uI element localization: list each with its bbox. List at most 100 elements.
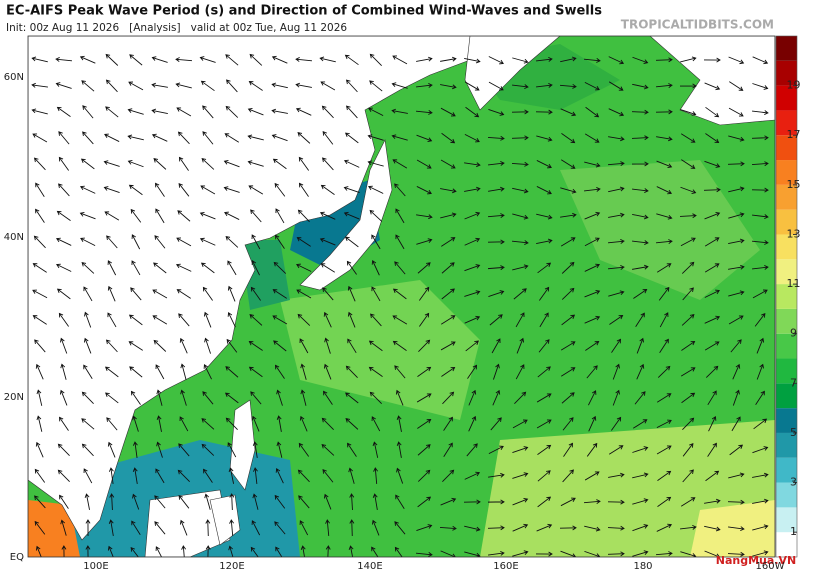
wave-arrow [562,469,574,483]
wave-arrow [127,160,144,168]
wave-arrow [681,261,695,274]
lat-label: 40N [4,232,24,243]
wave-arrow [179,337,188,354]
wave-arrow [631,109,649,115]
wave-arrow [227,311,236,328]
wave-arrow [536,56,553,62]
wave-arrow [708,415,717,432]
wave-arrow [31,82,48,88]
wave-arrow [199,211,216,220]
wave-arrow [152,289,168,299]
wave-arrow [728,238,745,245]
wave-arrow [536,393,552,403]
wave-arrow [655,83,673,88]
wave-arrow [468,389,477,406]
wave-arrow [752,110,769,115]
wave-arrow [323,390,333,405]
wave-arrow [705,470,720,482]
wave-arrow [319,211,336,220]
wave-arrow [464,264,481,272]
wave-arrow [464,186,481,192]
wave-arrow [127,108,144,115]
wave-arrow [33,157,46,171]
wave-arrow [440,341,456,351]
wave-arrow [296,289,312,299]
wave-arrow [368,366,383,377]
wave-arrow [416,134,433,143]
map-frame [27,35,776,558]
wave-arrow [155,182,165,197]
wave-arrow [252,441,258,458]
wave-arrow [703,57,721,63]
wave-arrow [512,523,529,532]
wave-arrow [727,551,745,557]
wave-arrow [608,81,624,91]
wave-arrow [584,81,600,91]
wave-arrow [272,315,288,325]
wave-arrow [490,417,502,431]
wave-arrow [584,133,600,143]
wave-arrow [58,312,69,327]
wave-arrow [632,472,649,479]
wave-arrow [680,56,697,63]
wave-arrow [156,441,163,458]
wave-arrow [300,389,307,406]
wave-arrow [177,131,190,145]
wave-arrow [345,365,358,379]
wave-arrow [271,108,288,114]
wave-arrow [636,337,645,354]
site-name: TROPICALTIDBITS.COM [621,18,774,32]
wave-arrow [511,240,529,245]
wave-arrow [153,158,167,170]
wave-arrow [296,263,312,272]
wave-arrow [271,82,288,89]
wave-arrow [344,54,359,66]
wave-arrow [658,286,670,301]
wave-arrow [129,54,143,66]
wave-arrow [319,237,336,246]
wave-arrow [223,160,240,168]
wave-arrow [274,364,285,379]
wave-arrow [128,341,143,351]
watermark: NangMua.VN [716,554,796,567]
wave-arrow [343,211,360,220]
wave-arrow [274,494,286,509]
wave-arrow [679,83,697,89]
wave-arrow [368,107,384,117]
wave-arrow [227,285,236,302]
wave-arrow [128,314,143,326]
lat-label: 60N [4,72,24,83]
wave-arrow [32,263,47,273]
wave-arrow [655,109,673,115]
wave-arrow [108,467,114,484]
wave-arrow [205,519,211,537]
wave-arrow [607,239,625,244]
wave-arrow [247,107,264,116]
wave-arrow [155,468,165,484]
wave-arrow [248,366,263,378]
wave-arrow [608,136,625,142]
wave-arrow [247,134,264,141]
colorbar-label: 7 [790,376,797,389]
wave-arrow [560,56,577,63]
wave-arrow [276,389,283,406]
wave-arrow [273,261,287,274]
wave-arrow [513,288,527,300]
wave-arrow [756,363,764,380]
wave-arrow [151,108,168,115]
wave-arrow [36,415,43,432]
wave-arrow [80,237,96,247]
wave-arrow [682,469,694,483]
wave-arrow [130,546,139,557]
wave-arrow [348,467,355,484]
wave-arrow [177,210,191,222]
wave-arrow [416,214,433,220]
wave-arrow [58,183,70,197]
wave-arrow [607,551,625,557]
wave-arrow [656,186,673,195]
wave-arrow [178,156,189,171]
wave-arrow [440,315,456,325]
wave-arrow [467,364,478,379]
wave-arrow [273,340,287,352]
wave-arrow [657,470,672,482]
